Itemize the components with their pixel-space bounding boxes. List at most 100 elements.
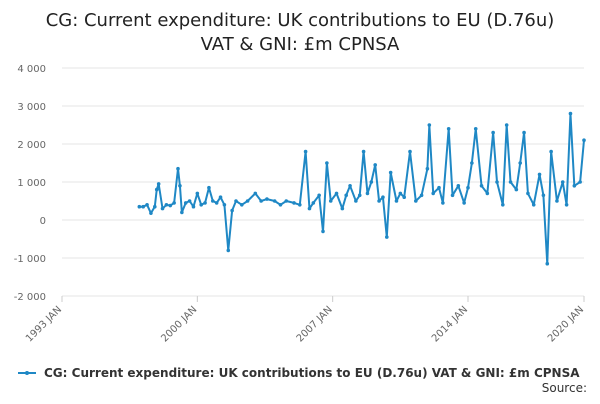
data-point xyxy=(191,204,196,209)
data-point xyxy=(446,127,451,131)
data-point xyxy=(377,199,381,203)
data-point xyxy=(176,166,180,171)
data-point xyxy=(168,203,173,208)
data-point xyxy=(431,191,436,196)
data-point xyxy=(419,193,424,198)
y-tick-label: -2 000 xyxy=(14,292,46,303)
data-point xyxy=(307,206,312,211)
y-tick-label: 0 xyxy=(40,216,46,227)
data-point xyxy=(425,166,430,171)
data-point xyxy=(564,203,569,207)
data-point xyxy=(427,123,432,127)
data-point xyxy=(253,191,258,196)
data-point xyxy=(278,203,283,207)
series-group xyxy=(137,111,586,266)
data-point xyxy=(284,199,289,203)
data-point xyxy=(207,185,211,190)
data-point xyxy=(495,180,499,184)
data-point xyxy=(199,203,203,207)
data-point xyxy=(462,201,466,205)
x-tick-label: 2007 JAN xyxy=(295,304,335,344)
data-point xyxy=(183,201,188,205)
data-point xyxy=(226,248,231,253)
y-axis: 4 000 3 000 2 000 1 000 0 -1 000 -2 000 xyxy=(14,64,46,303)
x-tick-label: 2000 JAN xyxy=(159,304,199,344)
data-point xyxy=(160,206,165,211)
data-point xyxy=(259,199,263,203)
data-point xyxy=(265,197,269,201)
data-point xyxy=(180,210,184,215)
data-point xyxy=(381,195,385,199)
x-tick-label: 1993 JAN xyxy=(24,304,64,344)
y-tick-label: 2 000 xyxy=(17,140,46,151)
data-point xyxy=(145,203,149,207)
legend-label: CG: Current expenditure: UK contribution… xyxy=(44,366,580,380)
series-line xyxy=(138,112,585,265)
data-point xyxy=(321,229,325,234)
data-point xyxy=(398,191,403,196)
data-point xyxy=(272,199,277,203)
data-point xyxy=(437,185,441,190)
data-point xyxy=(354,199,358,203)
data-point xyxy=(218,195,223,199)
data-point xyxy=(334,191,339,196)
x-tick-label: 2014 JAN xyxy=(430,304,470,344)
data-point xyxy=(230,208,234,213)
data-point xyxy=(491,130,495,135)
y-tick-label: 3 000 xyxy=(17,102,46,113)
data-point xyxy=(149,211,153,215)
data-point xyxy=(456,184,461,188)
data-point xyxy=(178,184,182,188)
chart-title-line-2: VAT & GNI: £m CPNSA xyxy=(201,34,400,55)
legend[interactable]: CG: Current expenditure: UK contribution… xyxy=(18,366,580,380)
gridlines xyxy=(62,67,584,297)
data-point xyxy=(325,161,329,165)
data-point xyxy=(578,180,582,184)
data-point xyxy=(222,203,227,207)
data-point xyxy=(195,191,200,196)
chart-title-line-1: CG: Current expenditure: UK contribution… xyxy=(46,10,555,31)
data-point xyxy=(518,161,522,165)
data-point xyxy=(340,206,345,211)
data-point xyxy=(388,170,393,175)
data-point xyxy=(328,199,333,203)
data-point xyxy=(408,149,412,154)
data-point xyxy=(394,199,399,203)
data-point xyxy=(203,201,207,205)
data-point xyxy=(214,201,219,205)
data-point xyxy=(211,199,215,203)
data-point xyxy=(317,193,321,198)
y-tick-label: 4 000 xyxy=(17,64,46,75)
data-point xyxy=(137,204,142,209)
data-point xyxy=(514,187,519,192)
data-point xyxy=(164,203,169,207)
data-point xyxy=(441,201,445,205)
data-point xyxy=(187,199,192,203)
data-point xyxy=(344,193,349,198)
data-point xyxy=(555,199,559,203)
data-point xyxy=(373,163,378,167)
source-label: Source: xyxy=(542,381,587,395)
data-point xyxy=(450,193,455,198)
data-point xyxy=(154,187,159,192)
data-point xyxy=(470,161,474,165)
data-point xyxy=(357,193,362,198)
data-point xyxy=(234,199,238,203)
x-tick-label: 2020 JAN xyxy=(546,304,586,344)
data-point xyxy=(479,184,484,188)
data-point xyxy=(485,191,490,196)
data-point xyxy=(537,172,542,177)
legend-swatch-marker xyxy=(25,371,29,375)
data-point xyxy=(508,180,513,184)
data-point xyxy=(541,193,546,198)
data-point xyxy=(560,180,565,184)
data-point xyxy=(549,149,553,154)
chart-title: CG: Current expenditure: UK contribution… xyxy=(46,10,555,55)
data-point xyxy=(298,203,302,207)
data-point xyxy=(568,111,573,116)
y-tick-label: -1 000 xyxy=(14,254,46,265)
data-point xyxy=(240,203,244,207)
data-point xyxy=(545,261,550,266)
